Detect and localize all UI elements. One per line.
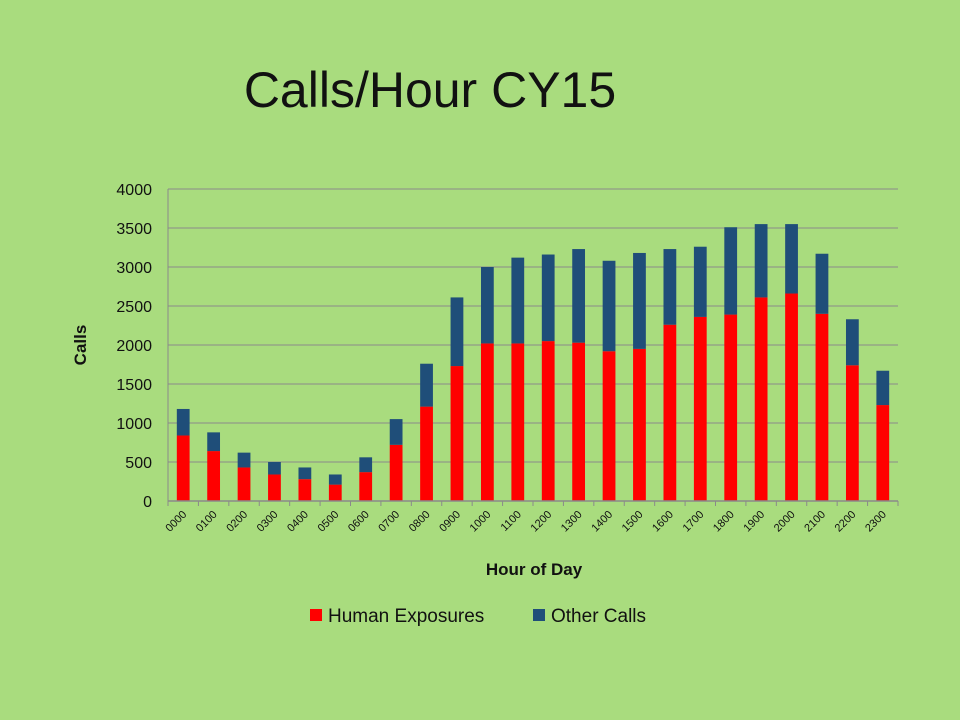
bar-human-exposures — [328, 484, 342, 501]
x-tick-label: 1300 — [559, 509, 585, 535]
bar-human-exposures — [268, 474, 281, 501]
bar-human-exposures — [724, 314, 738, 501]
y-tick-label: 500 — [125, 455, 152, 472]
bar-other-calls — [237, 452, 251, 468]
bar-human-exposures — [298, 479, 312, 501]
bar-human-exposures — [663, 324, 677, 501]
bar-other-calls — [815, 253, 829, 314]
bar-human-exposures — [359, 472, 373, 501]
x-tick-label: 0400 — [285, 509, 311, 535]
x-tick-label: 1200 — [529, 509, 555, 535]
chart-title: Calls/Hour CY15 — [243, 62, 617, 118]
bar-other-calls — [572, 249, 586, 343]
x-tick-label: 0200 — [224, 509, 250, 535]
bar-other-calls — [389, 419, 403, 445]
x-tick-label: 0600 — [346, 509, 372, 535]
bar-human-exposures — [450, 366, 464, 501]
bar-human-exposures — [389, 444, 403, 501]
bar-human-exposures — [602, 351, 616, 501]
bar-human-exposures — [480, 343, 494, 501]
x-tick-label: 0500 — [316, 509, 342, 535]
y-tick-label: 0 — [143, 494, 152, 511]
bar-other-calls — [845, 319, 859, 366]
bar-other-calls — [785, 224, 798, 294]
x-tick-label: 2000 — [772, 509, 798, 535]
y-tick-label: 2500 — [116, 299, 152, 316]
bar-other-calls — [724, 227, 738, 315]
legend-label: Human Exposures — [328, 606, 484, 627]
bar-human-exposures — [754, 297, 768, 501]
x-tick-label: 1100 — [499, 509, 524, 534]
bar-other-calls — [176, 408, 190, 436]
bar-other-calls — [298, 467, 312, 480]
bar-other-calls — [633, 252, 646, 349]
legend: Human Exposures Other Calls — [310, 606, 646, 627]
bar-human-exposures — [511, 343, 525, 501]
y-tick-label: 1000 — [116, 416, 152, 433]
x-tick-label: 1400 — [589, 509, 615, 535]
y-tick-label: 3000 — [116, 260, 152, 277]
x-tick-label: 0900 — [437, 509, 463, 535]
bar-human-exposures — [572, 342, 586, 501]
bar-other-calls — [450, 297, 464, 367]
bars — [176, 224, 890, 501]
bar-other-calls — [541, 254, 555, 342]
bar-human-exposures — [633, 348, 646, 501]
x-axis-title: Hour of Day — [486, 560, 583, 579]
bar-other-calls — [268, 462, 281, 475]
bar-other-calls — [480, 267, 494, 344]
bar-human-exposures — [176, 435, 190, 501]
x-tick-label: 1800 — [711, 509, 737, 535]
x-tick-label: 0100 — [194, 509, 220, 535]
x-tick-label: 1600 — [650, 509, 676, 535]
x-tick-label: 0000 — [164, 509, 190, 535]
bar-other-calls — [602, 260, 616, 352]
y-tick-label: 1500 — [116, 377, 152, 394]
bar-other-calls — [754, 224, 768, 298]
bar-other-calls — [876, 370, 890, 406]
bar-other-calls — [207, 432, 221, 452]
bar-human-exposures — [845, 365, 859, 501]
x-tick-label: 0300 — [255, 509, 281, 535]
bar-other-calls — [511, 257, 525, 344]
bar-other-calls — [359, 457, 373, 473]
bar-human-exposures — [237, 467, 251, 501]
bar-human-exposures — [815, 313, 829, 501]
x-tick-label: 0700 — [376, 509, 402, 535]
bar-human-exposures — [420, 406, 433, 501]
legend-swatch — [533, 609, 545, 621]
y-tick-label: 4000 — [116, 182, 152, 199]
x-tick-label: 1000 — [468, 509, 494, 535]
x-tick-label: 1700 — [681, 509, 707, 535]
x-tick-label: 0800 — [407, 509, 433, 535]
bar-human-exposures — [207, 451, 221, 501]
bar-other-calls — [420, 363, 433, 407]
bar-human-exposures — [541, 341, 555, 501]
bar-other-calls — [693, 246, 707, 317]
x-tick-label: 2200 — [833, 509, 859, 535]
x-axis: 0000 0100 0200 0300 0400 0500 0600 0700 0800 0900… — [164, 500, 899, 535]
bar-other-calls — [663, 249, 677, 325]
y-axis-title: Calls — [71, 325, 90, 366]
legend-swatch — [310, 609, 322, 621]
x-tick-label: 2100 — [802, 509, 828, 535]
y-axis: 0 500 1000 1500 2000 2500 3000 3500 4000 — [116, 182, 169, 511]
legend-label: Other Calls — [551, 606, 646, 627]
bar-human-exposures — [876, 405, 890, 501]
y-tick-label: 2000 — [116, 338, 152, 355]
bar-other-calls — [328, 474, 342, 485]
bar-human-exposures — [693, 316, 707, 501]
x-tick-label: 1500 — [620, 509, 646, 535]
y-tick-label: 3500 — [116, 221, 152, 238]
bar-human-exposures — [785, 293, 798, 501]
x-tick-label: 2300 — [863, 509, 889, 535]
x-tick-label: 1900 — [741, 509, 767, 535]
